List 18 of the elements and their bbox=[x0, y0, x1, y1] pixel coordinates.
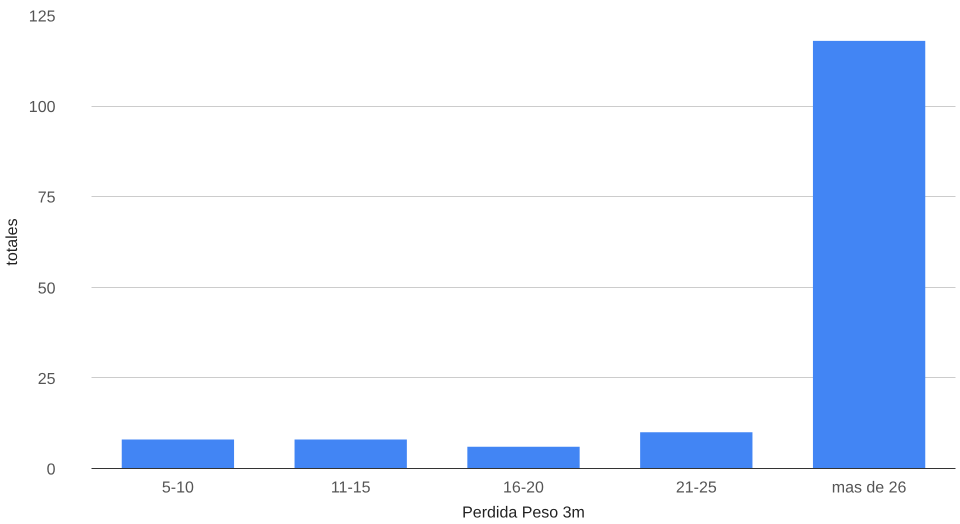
x-axis-title: Perdida Peso 3m bbox=[462, 504, 585, 522]
y-tick-label: 0 bbox=[46, 462, 56, 478]
bar bbox=[812, 40, 926, 468]
y-tick-label: 50 bbox=[38, 280, 56, 298]
y-tick-label: 25 bbox=[38, 370, 56, 388]
x-tick-label: 21-25 bbox=[676, 480, 717, 496]
y-tick-label: 100 bbox=[28, 99, 56, 116]
x-tick-label: mas de 26 bbox=[832, 480, 907, 496]
bar bbox=[640, 432, 752, 468]
x-tick-label: 5-10 bbox=[162, 480, 194, 496]
y-axis-title: totales bbox=[4, 218, 21, 266]
bar bbox=[122, 440, 234, 468]
x-tick-label: 11-15 bbox=[330, 480, 371, 496]
bar bbox=[467, 446, 580, 468]
y-tick-label: 125 bbox=[28, 8, 56, 26]
y-tick-label: 75 bbox=[38, 190, 56, 207]
x-tick-label: 16-20 bbox=[503, 480, 544, 496]
bar bbox=[294, 440, 407, 468]
